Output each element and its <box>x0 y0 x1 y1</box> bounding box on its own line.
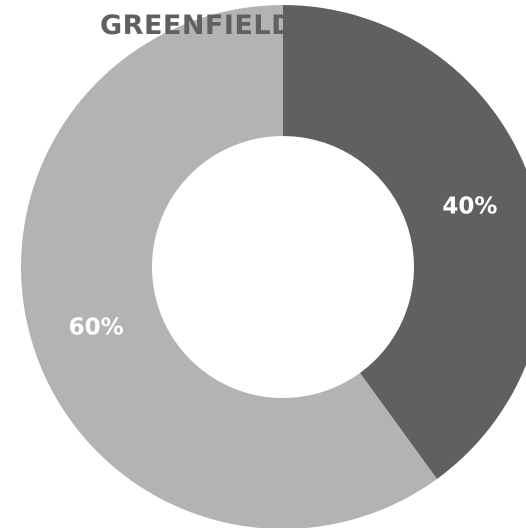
slice-label-2: 60% <box>69 315 124 341</box>
pie-slice-1 <box>283 5 526 479</box>
slice-label-1: 40% <box>442 193 497 219</box>
chart-title: GREENFIELD <box>100 10 294 41</box>
pie-slice-2 <box>21 5 437 528</box>
